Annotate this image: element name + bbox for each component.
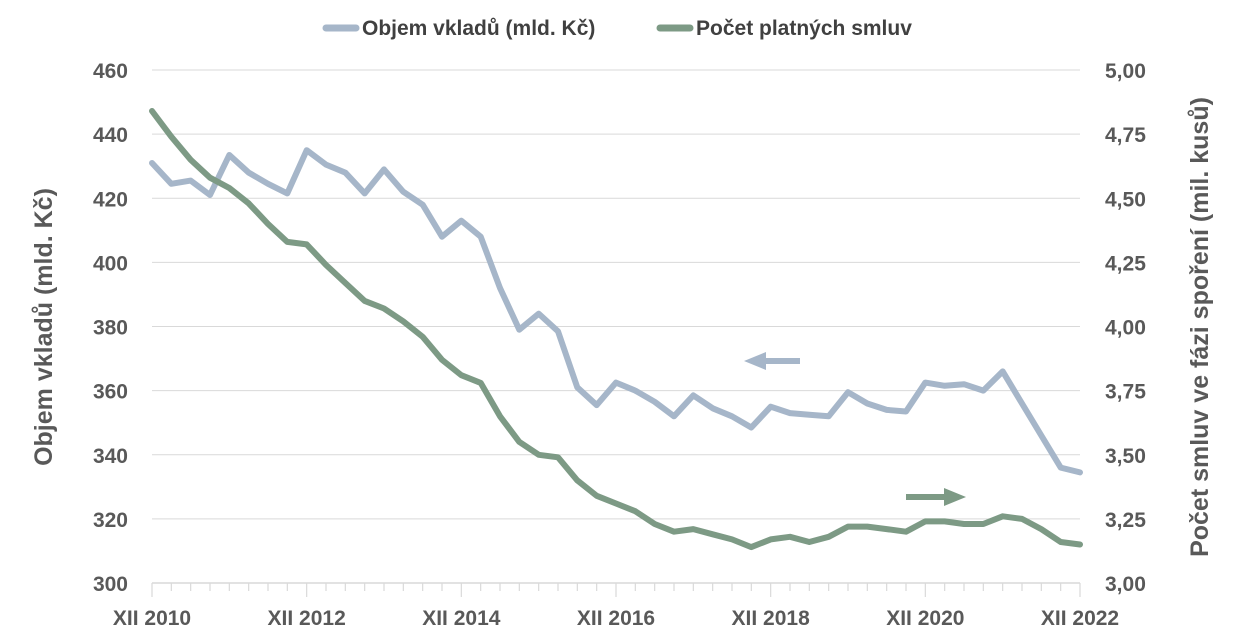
right-tick-label: 3,75 xyxy=(1105,381,1146,404)
x-tick-label: XII 2022 xyxy=(1041,607,1119,630)
left-y-axis: 300 320 340 360 380 400 420 440 460 xyxy=(93,60,128,596)
x-tick-label: XII 2016 xyxy=(577,607,655,630)
gridlines xyxy=(152,69,1080,520)
left-tick-label: 460 xyxy=(93,60,128,83)
right-tick-label: 3,25 xyxy=(1105,509,1146,532)
right-tick-label: 3,00 xyxy=(1105,573,1146,596)
series-lines xyxy=(149,108,1083,551)
arrow-right-icon xyxy=(944,488,966,506)
annotation-arrows xyxy=(744,352,966,506)
left-tick-label: 300 xyxy=(93,573,128,596)
left-axis-title: Objem vkladů (mld. Kč) xyxy=(30,188,58,466)
left-tick-label: 400 xyxy=(93,252,128,275)
left-tick-label: 440 xyxy=(93,124,128,147)
right-tick-label: 4,75 xyxy=(1105,124,1146,147)
right-tick-label: 4,00 xyxy=(1105,317,1146,340)
left-tick-label: 360 xyxy=(93,381,128,404)
series-line-deposits xyxy=(149,147,1083,476)
x-axis xyxy=(151,582,1081,597)
right-axis-title: Počet smluv ve fázi spoření (mil. kusů) xyxy=(1186,97,1214,557)
legend: Objem vkladů (mld. Kč) Počet platných sm… xyxy=(322,17,912,40)
legend-label-contracts: Počet platných smluv xyxy=(696,17,912,40)
x-tick-label: XII 2010 xyxy=(113,607,191,630)
x-tick-label: XII 2020 xyxy=(886,607,964,630)
left-tick-label: 420 xyxy=(93,188,128,211)
left-tick-label: 320 xyxy=(93,509,128,532)
right-tick-label: 4,25 xyxy=(1105,252,1146,275)
x-axis-labels: XII 2010 XII 2012 XII 2014 XII 2016 XII 2018… xyxy=(113,607,1119,630)
x-tick-label: XII 2014 xyxy=(422,607,501,630)
right-tick-label: 4,50 xyxy=(1105,188,1146,211)
left-tick-label: 340 xyxy=(93,445,128,468)
left-tick-label: 380 xyxy=(93,317,128,340)
right-tick-label: 5,00 xyxy=(1105,60,1146,83)
right-y-axis: 3,00 3,25 3,50 3,75 4,00 4,25 4,50 4,75 5,00 xyxy=(1105,60,1146,596)
arrow-left-icon xyxy=(744,352,766,370)
right-tick-label: 3,50 xyxy=(1105,445,1146,468)
series-line-contracts xyxy=(149,108,1083,551)
x-tick-label: XII 2018 xyxy=(732,607,811,630)
legend-label-deposits: Objem vkladů (mld. Kč) xyxy=(362,17,595,40)
x-tick-label: XII 2012 xyxy=(268,607,346,630)
